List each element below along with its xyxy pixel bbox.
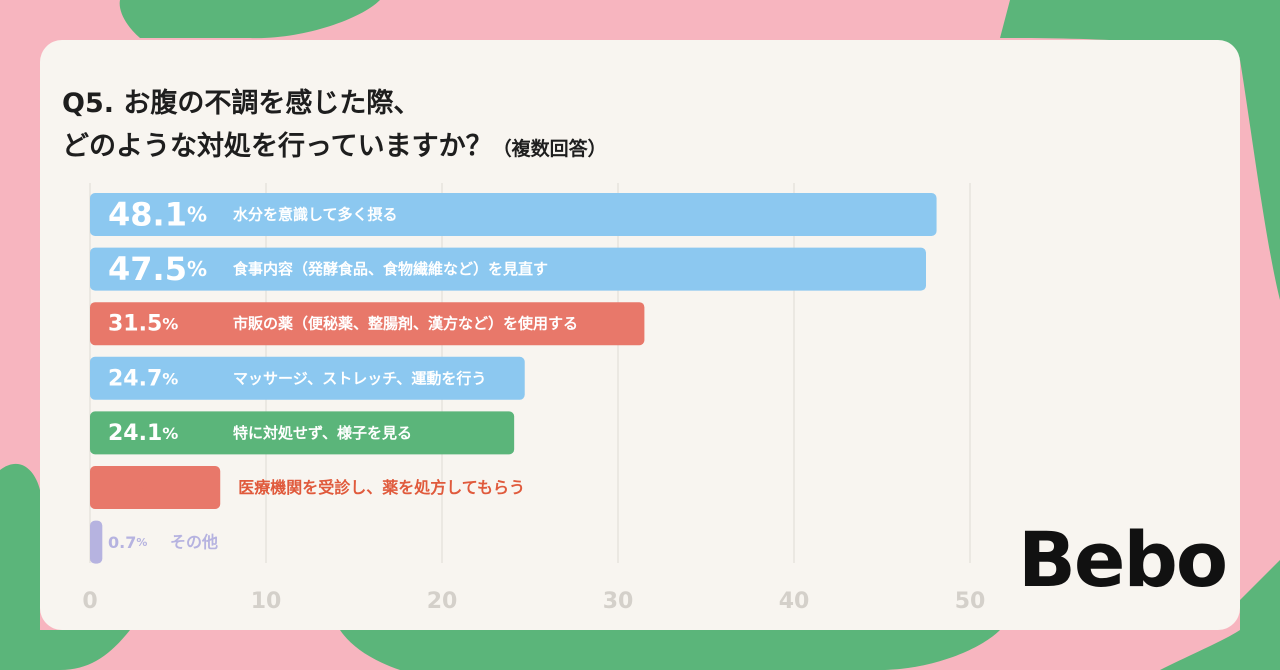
bar-category-label: 水分を意識して多く摂る (233, 206, 398, 224)
bar (90, 193, 937, 236)
background-blob (340, 630, 1000, 670)
bar-value-label: 48.1% (108, 196, 207, 234)
question-line-1: Q5. お腹の不調を感じた際、 (62, 88, 421, 119)
x-tick-label: 40 (779, 589, 810, 614)
background-blob (0, 630, 130, 670)
chart-bars: 48.1% 水分を意識して多く摂る 47.5% 食事内容（発酵食品、食物繊維など）を見… (90, 193, 937, 564)
bebo-logo: Bebo (1018, 515, 1228, 604)
bar (90, 302, 645, 346)
x-axis-ticks: 0 10 20 30 40 50 (82, 589, 985, 614)
bar-category-label: 食事内容（発酵食品、食物繊維など）を見直す (233, 260, 548, 278)
percent-sign: % (162, 369, 178, 388)
bar-value-label: 31.5% (108, 311, 178, 336)
bar-category-label: その他 (170, 533, 218, 552)
x-tick-label: 50 (955, 589, 986, 614)
bar-value: 24.7 (108, 366, 162, 391)
percent-sign: % (187, 203, 207, 227)
bar-value-label: 24.1% (108, 420, 178, 445)
x-tick-label: 20 (427, 589, 458, 614)
bar-value-label: 47.5% (108, 250, 207, 288)
bar-category-label: 市販の薬（便秘薬、整腸剤、漢方など）を使用する (233, 315, 578, 333)
bar (90, 411, 515, 455)
bar-value-label: 0.7% (108, 533, 147, 552)
bar-value: 7.4 (108, 478, 136, 497)
bar (90, 356, 525, 400)
bar-value-label: 7.4% (108, 478, 147, 497)
bar (90, 466, 221, 509)
background-blob (0, 463, 40, 630)
percent-sign: % (187, 257, 207, 281)
question-title: Q5. お腹の不調を感じた際、 どのような対処を行っていますか？（複数回答） (62, 82, 607, 171)
bar-category-label: 医療機関を受診し、薬を処方してもらう (238, 478, 525, 497)
bar-value: 47.5 (108, 250, 187, 288)
bar-category-label: マッサージ、ストレッチ、運動を行う (233, 369, 486, 387)
question-note: （複数回答） (492, 138, 607, 160)
percent-sign: % (136, 481, 147, 494)
bar (90, 520, 103, 564)
background-blob (119, 0, 380, 39)
bar-category-label: 特に対処せず、様子を見る (233, 424, 412, 442)
question-text: どのような対処を行っていますか？ (62, 131, 493, 162)
bar-value-label: 24.7% (108, 366, 178, 391)
x-tick-label: 0 (82, 589, 97, 614)
bar-value: 24.1 (108, 420, 162, 445)
x-tick-label: 10 (251, 589, 282, 614)
question-line-2: どのような対処を行っていますか？（複数回答） (62, 125, 607, 171)
percent-sign: % (162, 314, 178, 333)
background-blob (1000, 0, 1280, 300)
bar (90, 247, 926, 291)
bar-value: 0.7 (108, 533, 136, 552)
x-tick-label: 30 (603, 589, 634, 614)
bar-value: 31.5 (108, 311, 162, 336)
bar-value: 48.1 (108, 196, 187, 234)
percent-sign: % (162, 423, 178, 442)
percent-sign: % (136, 536, 147, 549)
background-blob (1160, 560, 1280, 670)
chart-grid (89, 183, 971, 563)
